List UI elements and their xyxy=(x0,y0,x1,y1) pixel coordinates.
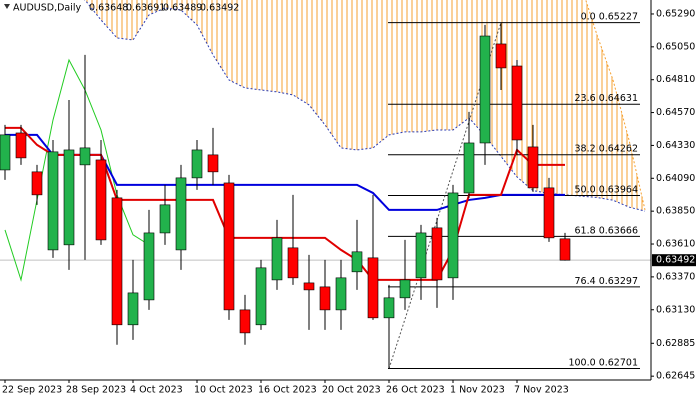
y-tick-label: 0.64330 xyxy=(656,140,695,151)
candle-body xyxy=(207,154,219,173)
candle-body xyxy=(175,177,187,251)
fib-ratio: 38.2 xyxy=(575,143,596,154)
last-price-box xyxy=(652,254,696,267)
candle-body xyxy=(319,286,331,311)
candle-body xyxy=(0,134,11,171)
fib-label: 38.2 0.64262 xyxy=(575,143,638,154)
x-tick-label: 1 Nov 2023 xyxy=(450,385,505,396)
fib-price: 0.63297 xyxy=(599,275,638,286)
ohlc-close: 0.63492 xyxy=(200,3,239,14)
candle-body xyxy=(383,297,395,319)
fib-label: 23.6 0.64631 xyxy=(575,93,638,104)
fib-trend xyxy=(388,22,502,369)
fib-price: 0.63964 xyxy=(599,184,638,195)
fib-price: 0.64262 xyxy=(599,143,638,154)
candle-body xyxy=(191,149,203,179)
y-tick-label: 0.65050 xyxy=(656,41,695,52)
fib-label: 0.0 0.65227 xyxy=(581,11,638,22)
x-tick-label: 7 Nov 2023 xyxy=(514,385,569,396)
candle-body xyxy=(335,277,347,311)
fib-ratio: 23.6 xyxy=(575,93,596,104)
candle-body xyxy=(95,159,107,241)
y-tick-label: 0.63130 xyxy=(656,304,695,315)
fib-label: 100.0 0.62701 xyxy=(568,357,638,368)
candle-body xyxy=(463,142,475,194)
header: AUDUSD,Daily 0.63648 0.63691 0.63489 0.6… xyxy=(4,3,239,14)
fib-price: 0.62701 xyxy=(599,357,638,368)
candle-body xyxy=(63,149,75,246)
y-tick-label: 0.64090 xyxy=(656,173,695,184)
candle-body xyxy=(15,132,27,159)
y-tick-label: 0.62885 xyxy=(656,338,695,349)
candle-body xyxy=(479,35,491,144)
y-tick-label: 0.64570 xyxy=(656,107,695,118)
chikou-line xyxy=(4,58,150,282)
x-tick-label: 20 Oct 2023 xyxy=(322,385,381,396)
candle-body xyxy=(367,257,379,319)
ohlc-high: 0.63691 xyxy=(126,3,165,14)
fib-price: 0.63666 xyxy=(599,225,638,236)
candle-body xyxy=(399,279,411,299)
candle-body xyxy=(255,267,267,326)
candle-body xyxy=(527,146,539,189)
y-tick-label: 0.63610 xyxy=(656,239,695,250)
candle-body xyxy=(127,292,139,326)
candle-body xyxy=(111,197,123,326)
candle-body xyxy=(431,227,443,281)
candle-body xyxy=(351,251,363,273)
y-tick-label: 0.64810 xyxy=(656,74,695,85)
candle-body xyxy=(559,238,571,261)
candle-body xyxy=(495,43,507,69)
candle-body xyxy=(511,65,523,141)
ohlc-open: 0.63648 xyxy=(89,3,128,14)
tenkan-line xyxy=(5,126,565,281)
candle-body xyxy=(287,247,299,279)
ohlc-low: 0.63489 xyxy=(163,3,202,14)
fib-ratio: 61.8 xyxy=(575,225,596,236)
last-price-label: 0.63492 xyxy=(656,255,695,266)
candle-body xyxy=(47,151,59,251)
fib-ratio: 100.0 xyxy=(568,357,595,368)
fib-price: 0.64631 xyxy=(599,93,638,104)
candle-body xyxy=(303,282,315,291)
fib-ratio: 76.4 xyxy=(575,275,596,286)
fib-ratio: 50.0 xyxy=(575,184,596,195)
candle-body xyxy=(447,192,459,279)
fib-ratio: 0.0 xyxy=(581,11,596,22)
candle-body xyxy=(543,187,555,239)
header-icon xyxy=(4,4,10,9)
candle-body xyxy=(143,232,155,301)
candle-body xyxy=(415,232,427,279)
candle-body xyxy=(223,182,235,311)
x-tick-label: 10 Oct 2023 xyxy=(194,385,253,396)
candle-body xyxy=(159,204,171,234)
plot-area xyxy=(0,0,651,369)
fib-label: 76.4 0.63297 xyxy=(575,275,638,286)
x-tick-label: 4 Oct 2023 xyxy=(130,385,183,396)
y-tick-label: 0.65290 xyxy=(656,8,695,19)
candle-body xyxy=(271,237,283,281)
y-tick-label: 0.63370 xyxy=(656,271,695,282)
x-tick-label: 28 Sep 2023 xyxy=(66,385,126,396)
x-tick-label: 26 Oct 2023 xyxy=(386,385,445,396)
y-tick-label: 0.62645 xyxy=(656,371,695,382)
symbol: AUDUSD,Daily xyxy=(13,3,82,14)
fib-price: 0.65227 xyxy=(599,11,638,22)
candle-body xyxy=(239,309,251,334)
x-tick-label: 22 Sep 2023 xyxy=(2,385,62,396)
y-tick-label: 0.63850 xyxy=(656,206,695,217)
fib-label: 50.0 0.63964 xyxy=(575,184,638,195)
candle-body xyxy=(79,147,91,166)
fib-label: 61.8 0.63666 xyxy=(575,225,638,236)
candle-body xyxy=(31,171,43,196)
x-tick-label: 16 Oct 2023 xyxy=(258,385,317,396)
